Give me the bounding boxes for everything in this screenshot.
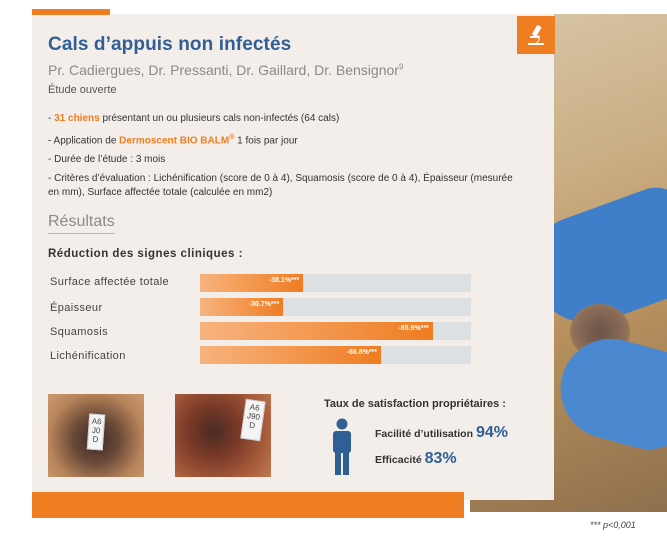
bar-fill: -66.8%*** <box>200 346 382 364</box>
photo-tag: A6 J90 D <box>240 398 266 442</box>
bar-label-lichenification: Lichénification <box>50 350 126 362</box>
before-photo: A6 J0 D <box>48 394 144 477</box>
top-accent-bar <box>32 9 110 15</box>
study-type: Étude ouverte <box>48 84 117 96</box>
bar-track-lichenification: -66.8%*** <box>200 346 471 364</box>
bar-track-epaisseur: -30.7%*** <box>200 298 471 316</box>
bar-value: -30.7%*** <box>248 301 280 308</box>
study-details-list: - 31 chiens présentant un ou plusieurs c… <box>48 112 518 205</box>
authors: Pr. Cadiergues, Dr. Pressanti, Dr. Gaill… <box>48 62 404 78</box>
list-item: - Critères d’évaluation : Lichénificatio… <box>48 173 513 199</box>
after-photo: A6 J90 D <box>175 394 271 477</box>
bottom-accent-bar <box>32 492 464 518</box>
list-item: - 31 chiens présentant un ou plusieurs c… <box>48 113 340 124</box>
photo-tag: A6 J0 D <box>86 413 106 451</box>
bar-label-epaisseur: Épaisseur <box>50 302 103 314</box>
list-item: - Durée de l’étude : 3 mois <box>48 154 166 166</box>
reduction-subheading: Réduction des signes cliniques : <box>48 248 243 260</box>
footnote: *** p<0,001 <box>590 520 636 530</box>
bar-track-squamosis: -85.9%*** <box>200 322 471 340</box>
results-heading: Résultats <box>48 213 115 234</box>
satisfaction-ease: Facilité d’utilisation 94% <box>375 424 508 441</box>
bar-value: -85.9%*** <box>398 325 429 332</box>
bar-fill: -38.1%*** <box>200 274 304 292</box>
bar-value: -66.8%*** <box>346 349 378 356</box>
bar-track-surface: -38.1%*** <box>200 274 471 292</box>
page-title: Cals d’appuis non infectés <box>48 34 292 55</box>
satisfaction-efficacy: Efficacité 83% <box>375 450 457 467</box>
bar-value: -38.1%*** <box>268 277 300 284</box>
bar-label-surface: Surface affectée totale <box>50 276 170 288</box>
microscope-icon <box>517 16 555 54</box>
glove-shape <box>549 327 667 461</box>
bar-fill: -85.9%*** <box>200 322 433 340</box>
person-icon <box>329 418 355 476</box>
satisfaction-title: Taux de satisfaction propriétaires : <box>324 398 506 410</box>
bar-fill: -30.7%*** <box>200 298 284 316</box>
list-item: - Application de Dermoscent BIO BALM® 1 … <box>48 134 298 147</box>
bar-label-squamosis: Squamosis <box>50 326 109 338</box>
